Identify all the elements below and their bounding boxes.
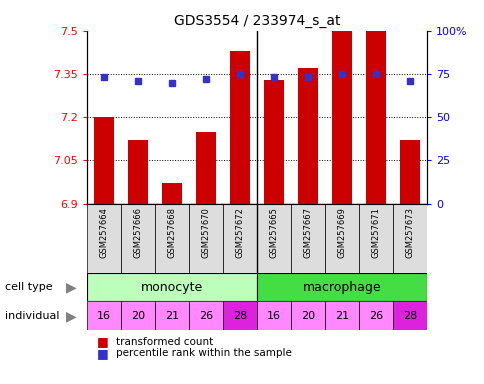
- Bar: [399, 140, 419, 204]
- Text: GSM257669: GSM257669: [337, 207, 346, 258]
- Text: 21: 21: [334, 311, 348, 321]
- Text: GSM257665: GSM257665: [269, 207, 278, 258]
- Text: 26: 26: [198, 311, 213, 321]
- Text: ■: ■: [97, 347, 108, 360]
- Bar: [155, 204, 189, 273]
- Text: 16: 16: [97, 311, 111, 321]
- Bar: [392, 204, 426, 273]
- Bar: [392, 301, 426, 330]
- Text: 20: 20: [131, 311, 145, 321]
- Text: individual: individual: [5, 311, 59, 321]
- Bar: [121, 204, 155, 273]
- Text: transformed count: transformed count: [116, 337, 213, 347]
- Bar: [263, 80, 284, 204]
- Text: GSM257666: GSM257666: [134, 207, 142, 258]
- Text: ▶: ▶: [65, 309, 76, 323]
- Text: 28: 28: [232, 311, 247, 321]
- Bar: [196, 132, 216, 204]
- Bar: [257, 204, 290, 273]
- Bar: [189, 204, 223, 273]
- Bar: [94, 117, 114, 204]
- Bar: [87, 204, 121, 273]
- Text: 16: 16: [267, 311, 280, 321]
- Bar: [324, 301, 358, 330]
- Text: monocyte: monocyte: [141, 281, 203, 293]
- Bar: [87, 273, 257, 301]
- Text: GSM257664: GSM257664: [100, 207, 108, 258]
- Bar: [257, 273, 426, 301]
- Text: 20: 20: [300, 311, 315, 321]
- Text: macrophage: macrophage: [302, 281, 380, 293]
- Text: ▶: ▶: [65, 280, 76, 294]
- Bar: [331, 31, 351, 204]
- Text: cell type: cell type: [5, 282, 52, 292]
- Text: GSM257673: GSM257673: [405, 207, 413, 258]
- Bar: [297, 68, 318, 204]
- Bar: [223, 204, 257, 273]
- Text: 26: 26: [368, 311, 382, 321]
- Text: GSM257670: GSM257670: [201, 207, 210, 258]
- Bar: [358, 301, 392, 330]
- Text: GSM257668: GSM257668: [167, 207, 176, 258]
- Bar: [358, 204, 392, 273]
- Text: percentile rank within the sample: percentile rank within the sample: [116, 348, 292, 358]
- Bar: [121, 301, 155, 330]
- Bar: [87, 301, 121, 330]
- Bar: [223, 301, 257, 330]
- Bar: [229, 51, 250, 204]
- Text: GSM257672: GSM257672: [235, 207, 244, 258]
- Text: GSM257667: GSM257667: [303, 207, 312, 258]
- Bar: [365, 31, 385, 204]
- Text: ■: ■: [97, 335, 108, 348]
- Bar: [290, 204, 324, 273]
- Bar: [155, 301, 189, 330]
- Bar: [189, 301, 223, 330]
- Bar: [290, 301, 324, 330]
- Bar: [128, 140, 148, 204]
- Text: 28: 28: [402, 311, 416, 321]
- Title: GDS3554 / 233974_s_at: GDS3554 / 233974_s_at: [173, 14, 340, 28]
- Text: 21: 21: [165, 311, 179, 321]
- Bar: [162, 184, 182, 204]
- Bar: [324, 204, 358, 273]
- Bar: [257, 301, 290, 330]
- Text: GSM257671: GSM257671: [371, 207, 379, 258]
